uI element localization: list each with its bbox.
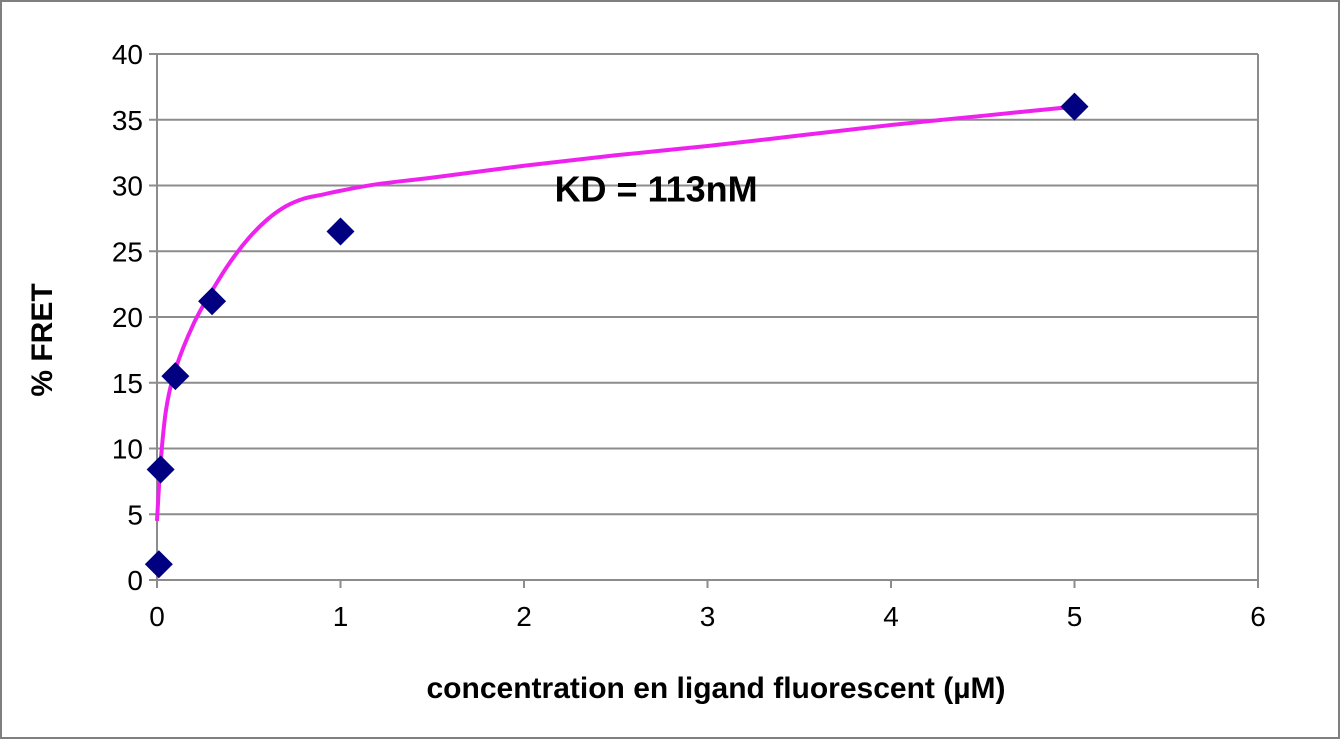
y-tick-label: 10 [112,434,143,465]
x-tick-label: 6 [1250,601,1266,632]
fit-curve [155,104,1075,521]
data-point-diamond [198,287,227,316]
y-tick-label: 0 [127,565,143,596]
x-tick-label: 2 [516,601,532,632]
x-tick-labels: 0 1 2 3 4 5 6 [149,601,1266,632]
x-tick-label: 0 [149,601,165,632]
gridlines [149,53,1258,581]
y-axis-title: % FRET [26,283,59,396]
x-tick-label: 4 [883,601,899,632]
x-tick-label: 5 [1067,601,1083,632]
y-tick-label: 5 [127,499,143,530]
data-point-diamond [326,217,355,246]
axes [156,54,1259,588]
fit-curves [155,104,1075,521]
data-point-diamond [161,362,190,391]
x-axis-title: concentration en ligand fluorescent (µM) [427,672,1006,705]
kd-annotation: KD = 113nM [555,168,758,209]
data-points [144,92,1089,579]
x-tick-label: 1 [333,601,349,632]
y-tick-label: 30 [112,171,143,202]
data-point-diamond [146,455,175,484]
x-tick-label: 3 [700,601,716,632]
y-tick-label: 20 [112,302,143,333]
y-tick-label: 35 [112,105,143,136]
y-tick-label: 40 [112,39,143,70]
y-tick-label: 15 [112,368,143,399]
data-point-diamond [144,550,173,579]
y-tick-labels: 0 5 10 15 20 25 30 35 40 [112,39,143,596]
annotations: KD = 113nM [555,168,758,209]
data-point-diamond [1060,92,1089,121]
y-tick-label: 25 [112,236,143,267]
